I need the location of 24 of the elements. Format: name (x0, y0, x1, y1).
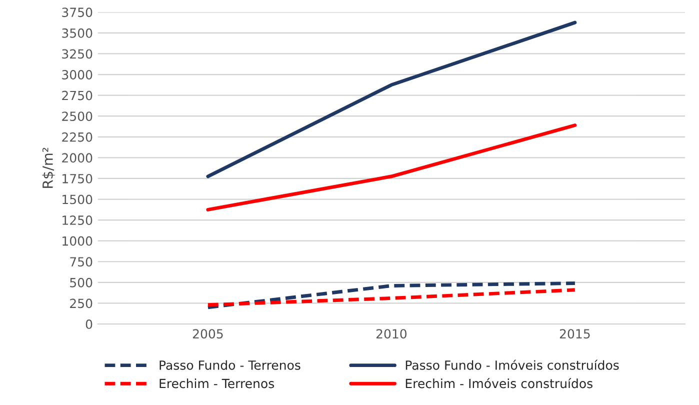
y-tick-label: 0 (86, 319, 92, 329)
y-tick-label: 1250 (62, 216, 92, 225)
y-tick-label: 750 (70, 257, 92, 267)
y-tick-label: 1000 (62, 236, 92, 246)
y-tick-label: 3500 (62, 28, 92, 38)
x-tick-label: 2015 (560, 329, 590, 339)
y-tick-label: 1500 (62, 194, 92, 204)
y-axis-title: R$/m² (42, 148, 55, 188)
y-tick-label: 3250 (62, 49, 92, 59)
y-tick-label: 250 (70, 298, 92, 308)
y-tick-label: 2500 (62, 112, 92, 122)
y-tick-label: 500 (70, 278, 92, 288)
y-tick-label: 2250 (62, 132, 92, 142)
legend-label: Passo Fundo - Terrenos (160, 360, 300, 370)
legend-label: Erechim - Imóveis construídos (406, 378, 592, 388)
y-tick-label: 2000 (62, 153, 92, 163)
legend-label: Erechim - Terrenos (160, 378, 274, 388)
legend-label: Passo Fundo - Imóveis construídos (406, 360, 619, 370)
y-tick-label: 3750 (62, 8, 92, 18)
x-tick-label: 2005 (192, 329, 223, 339)
y-tick-label: 3000 (62, 70, 92, 80)
y-tick-label: 1750 (62, 174, 92, 184)
x-tick-label: 2010 (376, 329, 407, 339)
y-tick-label: 2750 (62, 90, 92, 100)
